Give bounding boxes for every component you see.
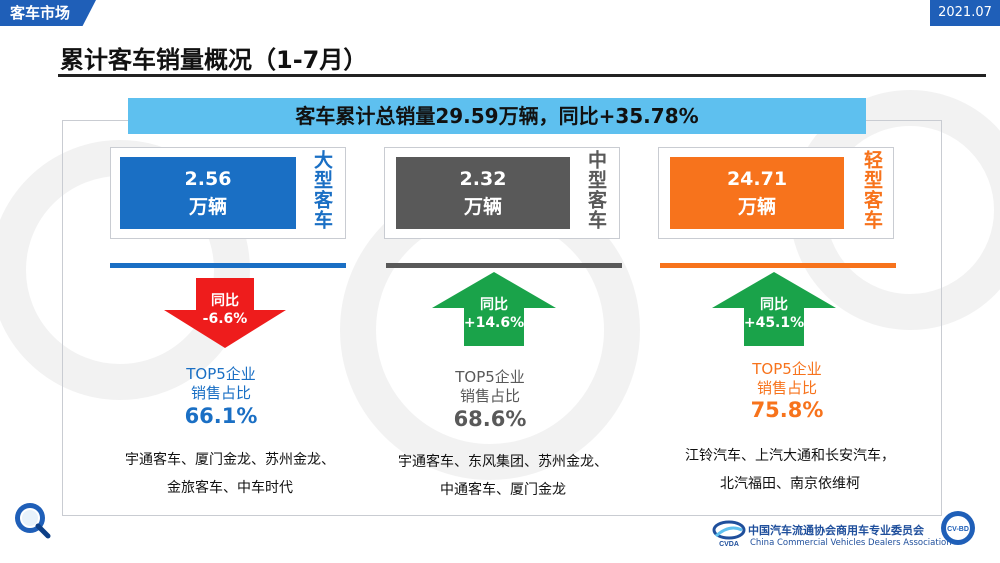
large-bus-top5-line1: TOP5企业 bbox=[186, 365, 256, 383]
large-bus-companies-line1: 宇通客车、厦门金龙、苏州金龙、 bbox=[125, 452, 335, 468]
large-bus-companies: 宇通客车、厦门金龙、苏州金龙、 金旅客车、中车时代 bbox=[100, 446, 360, 502]
title-divider bbox=[58, 74, 986, 77]
light-bus-top5-line2: 销售占比 bbox=[756, 379, 817, 397]
medium-bus-top5-line2: 销售占比 bbox=[459, 387, 520, 405]
large-bus-yoy-label: 同比 bbox=[211, 293, 239, 309]
large-bus-yoy-value: -6.6% bbox=[202, 311, 248, 327]
up-arrow-icon bbox=[432, 272, 556, 346]
total-sales-banner: 客车累计总销量29.59万辆，同比+35.78% bbox=[128, 98, 866, 134]
light-bus-yoy-label: 同比 bbox=[760, 297, 788, 313]
page-title: 累计客车销量概况（1-7月） bbox=[60, 46, 368, 74]
light-bus-label: 轻型客车 bbox=[861, 150, 883, 230]
large-bus-top5-share: 66.1% bbox=[184, 404, 258, 428]
large-bus-companies-line2: 金旅客车、中车时代 bbox=[167, 480, 293, 496]
medium-bus-yoy-value: +14.6% bbox=[463, 315, 525, 331]
light-bus-volume-box: 24.71 万辆 bbox=[670, 157, 844, 229]
medium-bus-label: 中型客车 bbox=[585, 150, 607, 230]
light-bus-value: 24.71 bbox=[726, 168, 788, 190]
large-bus-value: 2.56 bbox=[184, 168, 232, 190]
down-arrow-icon bbox=[164, 278, 286, 348]
large-bus-bar bbox=[110, 263, 346, 268]
section-tag: 客车市场 bbox=[0, 0, 96, 26]
light-bus-yoy: 同比 +45.1% bbox=[740, 296, 808, 332]
light-bus-top5-label: TOP5企业 销售占比 bbox=[722, 360, 852, 398]
light-bus-companies-line1: 江铃汽车、上汽大通和长安汽车， bbox=[685, 448, 895, 464]
magnifier-icon bbox=[15, 503, 51, 539]
large-bus-top5-line2: 销售占比 bbox=[190, 384, 251, 402]
medium-bus-volume-box: 2.32 万辆 bbox=[396, 157, 570, 229]
light-bus-bar bbox=[660, 263, 896, 268]
large-bus-top5-label: TOP5企业 销售占比 bbox=[156, 365, 286, 403]
medium-bus-yoy-label: 同比 bbox=[480, 297, 508, 313]
medium-bus-top5-line1: TOP5企业 bbox=[455, 368, 525, 386]
cvda-logo-icon: CVDA bbox=[712, 520, 746, 548]
footer-org-cn: 中国汽车流通协会商用车专业委员会 bbox=[748, 524, 924, 537]
large-bus-yoy: 同比 -6.6% bbox=[196, 292, 254, 328]
large-bus-unit: 万辆 bbox=[188, 196, 227, 218]
up-arrow-icon bbox=[712, 272, 836, 346]
medium-bus-top5-label: TOP5企业 销售占比 bbox=[425, 368, 555, 406]
medium-bus-value: 2.32 bbox=[459, 168, 507, 190]
cv-bd-badge-icon: CV-BD bbox=[941, 511, 975, 545]
medium-bus-companies-line2: 中通客车、厦门金龙 bbox=[440, 482, 566, 498]
medium-bus-yoy: 同比 +14.6% bbox=[460, 296, 528, 332]
light-bus-top5-line1: TOP5企业 bbox=[752, 360, 822, 378]
medium-bus-bar bbox=[386, 263, 622, 268]
footer-org-en: China Commercial Vehicles Dealers Associ… bbox=[750, 538, 952, 548]
light-bus-yoy-value: +45.1% bbox=[743, 315, 805, 331]
large-bus-label: 大型客车 bbox=[311, 150, 333, 230]
cvda-logo-text: CVDA bbox=[719, 541, 739, 548]
large-bus-volume-box: 2.56 万辆 bbox=[120, 157, 296, 229]
medium-bus-companies: 宇通客车、东风集团、苏州金龙、 中通客车、厦门金龙 bbox=[372, 448, 634, 504]
light-bus-companies-line2: 北汽福田、南京依维柯 bbox=[720, 476, 860, 492]
light-bus-companies: 江铃汽车、上汽大通和长安汽车， 北汽福田、南京依维柯 bbox=[660, 442, 920, 498]
light-bus-top5-share: 75.8% bbox=[750, 398, 824, 422]
medium-bus-top5-share: 68.6% bbox=[453, 407, 527, 431]
cv-bd-badge-text: CV-BD bbox=[947, 526, 969, 533]
light-bus-unit: 万辆 bbox=[737, 196, 776, 218]
date-tag: 2021.07 bbox=[930, 0, 1000, 26]
medium-bus-companies-line1: 宇通客车、东风集团、苏州金龙、 bbox=[398, 454, 608, 470]
medium-bus-unit: 万辆 bbox=[463, 196, 502, 218]
